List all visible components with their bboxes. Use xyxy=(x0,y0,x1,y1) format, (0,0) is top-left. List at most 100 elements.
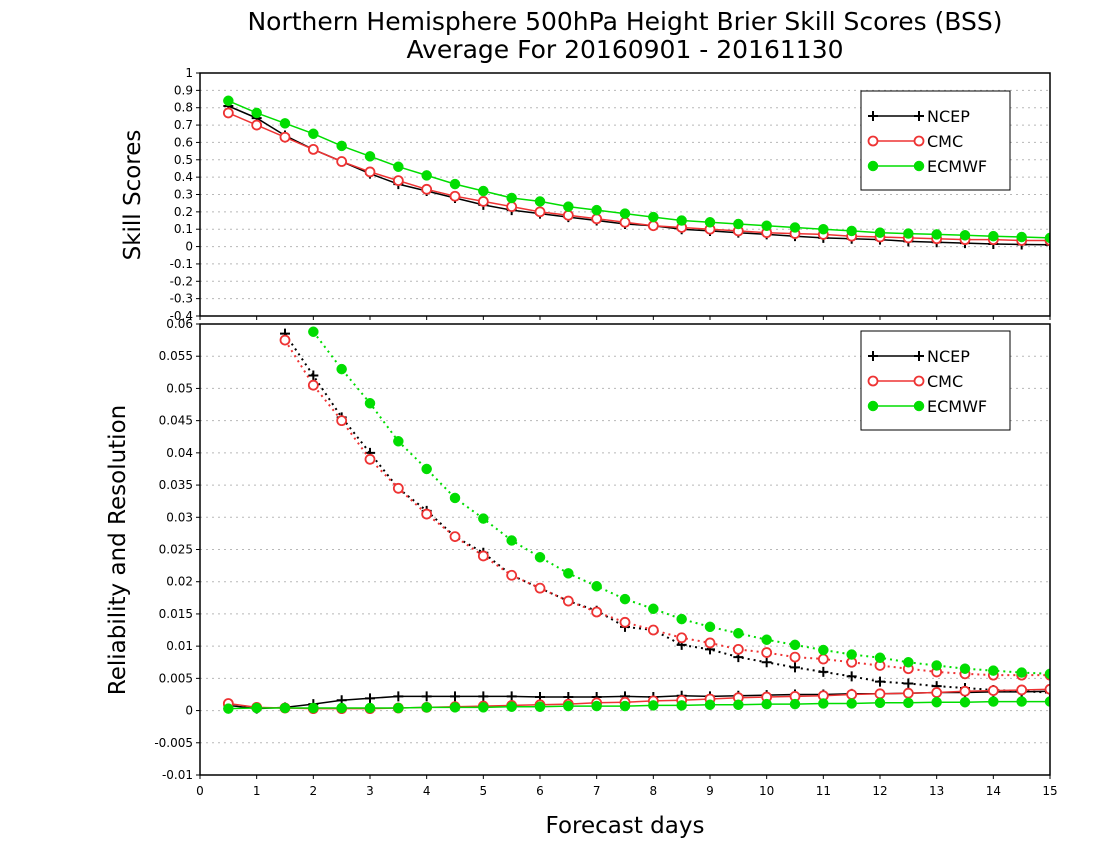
x-tick-label: 10 xyxy=(759,784,774,798)
data-point-ecmwf xyxy=(789,222,801,233)
data-point-ecmwf xyxy=(903,697,914,709)
skill-scores-axes: -0.4 -0.3 -0.2 -0.1 0 0.1 0.2 0.3 0.4 0.5 0.6 0.7 0.… xyxy=(170,66,1051,323)
data-point-ecmwf xyxy=(676,700,687,711)
y-tick-label: 0.04 xyxy=(166,446,193,460)
data-point-cmc xyxy=(959,685,971,697)
data-point-ecmwf xyxy=(874,652,886,663)
legend-marker xyxy=(913,135,925,147)
data-point-cmc xyxy=(364,166,376,178)
skill-scores-legend: NCEP CMC ECMWF xyxy=(860,90,1011,191)
legend-item-cmc: CMC xyxy=(867,132,963,151)
data-point-ecmwf xyxy=(364,151,376,162)
legend-item-ncep: NCEP xyxy=(868,107,970,126)
data-point-cmc xyxy=(477,550,489,562)
legend-marker xyxy=(913,160,925,172)
data-point-ecmwf xyxy=(818,644,829,656)
y-tick-label: -0.4 xyxy=(170,309,193,323)
data-point-ecmwf xyxy=(874,227,886,238)
data-point-cmc xyxy=(874,688,886,700)
x-tick-label: 7 xyxy=(593,784,601,798)
legend-marker xyxy=(867,375,879,387)
legend-marker xyxy=(913,375,925,387)
data-point-ecmwf xyxy=(959,230,971,241)
data-point-cmc xyxy=(392,482,404,494)
data-point-ecmwf xyxy=(676,215,687,226)
skill-scores-panel: NCEP CMC ECMWF -0.4 -0.3 -0.2 -0.1 0 0.1 0.2 0.3 0… xyxy=(120,66,1051,323)
data-point-cmc xyxy=(506,569,518,581)
legend-marker xyxy=(867,400,879,412)
x-tick-label: 12 xyxy=(872,784,887,798)
y-tick-label: 0.7 xyxy=(174,118,193,132)
data-point-ecmwf xyxy=(449,702,461,713)
data-point-ecmwf xyxy=(223,703,234,714)
data-point-ncep xyxy=(450,691,460,702)
x-tick-label: 0 xyxy=(196,784,204,798)
data-point-ecmwf xyxy=(534,551,546,563)
data-point-ncep xyxy=(790,662,800,673)
y-tick-label: 0.025 xyxy=(159,543,193,557)
data-point-ecmwf xyxy=(818,698,829,709)
data-point-ecmwf xyxy=(733,628,744,639)
data-point-cmc xyxy=(449,531,461,543)
y-tick-label: 0.06 xyxy=(166,317,193,331)
data-point-ecmwf xyxy=(619,593,631,605)
data-point-cmc xyxy=(846,689,858,700)
data-point-cmc xyxy=(222,107,234,119)
data-point-ecmwf xyxy=(648,211,659,223)
data-point-ecmwf xyxy=(789,698,801,710)
x-tick-label: 5 xyxy=(480,784,488,798)
rel-res-axes: -0.01 -0.005 0 0.005 0.01 0.015 0.02 0.025 0.03 0… xyxy=(154,317,1057,798)
data-point-ecmwf xyxy=(1044,696,1050,707)
data-point-ecmwf xyxy=(1044,232,1050,244)
data-point-ecmwf xyxy=(789,639,801,651)
data-point-ecmwf xyxy=(534,701,546,712)
legend-marker xyxy=(867,135,879,147)
data-point-ecmwf xyxy=(903,657,914,668)
y-tick-label: 0.005 xyxy=(159,671,193,685)
data-point-ecmwf xyxy=(1044,668,1050,680)
data-point-cmc xyxy=(732,643,744,655)
legend-label: ECMWF xyxy=(927,157,987,176)
skill-scores-series xyxy=(222,95,1050,250)
data-point-ecmwf xyxy=(988,665,999,676)
data-point-cmc xyxy=(931,687,943,698)
legend-marker xyxy=(868,111,878,121)
legend-label: CMC xyxy=(927,132,963,151)
x-tick-label: 13 xyxy=(929,784,944,798)
y-tick-label: 0.045 xyxy=(159,414,193,428)
data-point-ncep xyxy=(903,678,914,689)
data-point-cmc xyxy=(1016,684,1028,696)
skill-scores-ylabel: Skill Scores xyxy=(120,130,146,261)
data-point-ecmwf xyxy=(563,201,574,212)
y-tick-label: 0.8 xyxy=(174,101,193,115)
data-point-cmc xyxy=(251,119,263,131)
data-point-ecmwf xyxy=(364,702,376,714)
data-point-cmc xyxy=(279,131,291,143)
y-tick-label: -0.2 xyxy=(170,274,193,288)
data-point-cmc xyxy=(817,653,829,665)
data-point-ecmwf xyxy=(931,660,942,671)
data-point-ecmwf xyxy=(704,217,716,228)
data-point-ecmwf xyxy=(676,613,687,625)
data-point-ecmwf xyxy=(506,701,517,712)
y-tick-label: 0.1 xyxy=(174,222,193,236)
data-point-ecmwf xyxy=(1016,667,1027,678)
data-point-ncep xyxy=(875,676,885,687)
data-point-ecmwf xyxy=(534,196,546,207)
data-point-ecmwf xyxy=(761,634,772,645)
data-point-cmc xyxy=(307,143,319,155)
data-point-ncep xyxy=(365,693,375,704)
series-line-ecmwf xyxy=(312,331,1050,675)
data-point-cmc xyxy=(619,616,631,628)
y-tick-label: -0.005 xyxy=(154,736,193,750)
data-point-ecmwf xyxy=(478,513,489,524)
y-tick-label: 0.4 xyxy=(174,170,193,184)
data-point-ecmwf xyxy=(478,702,489,713)
data-point-ecmwf xyxy=(931,696,942,708)
series-ecmwf-solid xyxy=(223,95,1050,244)
data-point-ecmwf xyxy=(308,128,319,139)
data-point-ecmwf xyxy=(421,463,432,475)
y-tick-label: -0.1 xyxy=(170,257,193,271)
data-point-ecmwf xyxy=(1016,696,1027,707)
